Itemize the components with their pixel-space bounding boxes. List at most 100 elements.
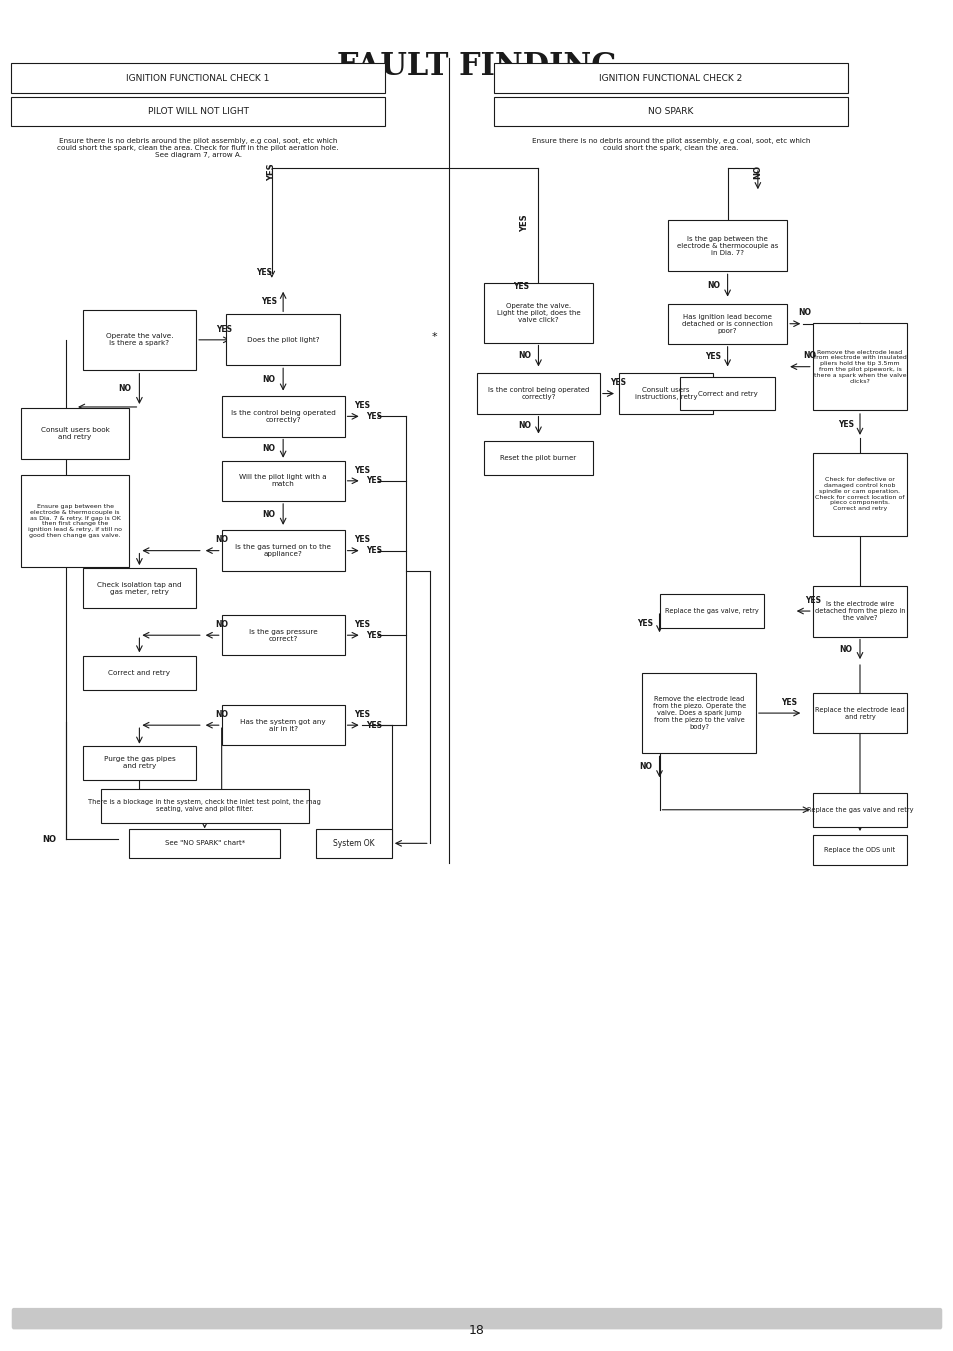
Text: Is the gas pressure
correct?: Is the gas pressure correct?	[249, 628, 317, 642]
Text: Is the gap between the
electrode & thermocouple as
in Dia. 7?: Is the gap between the electrode & therm…	[677, 236, 778, 255]
Text: Replace the electrode lead
and retry: Replace the electrode lead and retry	[814, 707, 904, 720]
Text: NO: NO	[839, 644, 851, 654]
Text: Correct and retry: Correct and retry	[697, 390, 757, 397]
Text: Is the control being operated
correctly?: Is the control being operated correctly?	[487, 386, 589, 400]
Bar	[221, 396, 344, 436]
Text: Ensure there is no debris around the pilot assembly, e.g coal, soot, etc which
c: Ensure there is no debris around the pil…	[57, 138, 338, 158]
Text: NO: NO	[262, 376, 275, 384]
Text: Purge the gas pipes
and retry: Purge the gas pipes and retry	[104, 757, 175, 769]
Bar	[812, 693, 906, 734]
Text: *: *	[431, 332, 436, 342]
Bar	[83, 309, 196, 370]
Bar	[641, 673, 755, 754]
Bar	[812, 585, 906, 636]
Text: Correct and retry: Correct and retry	[109, 670, 171, 676]
Text: NO: NO	[262, 444, 275, 453]
Bar	[129, 828, 280, 858]
Text: NO: NO	[215, 535, 228, 544]
Text: Operate the valve.
Is there a spark?: Operate the valve. Is there a spark?	[106, 334, 172, 346]
Text: Consult users book
and retry: Consult users book and retry	[41, 427, 110, 440]
Text: NO: NO	[215, 709, 228, 719]
Text: YES: YES	[366, 477, 382, 485]
Text: Replace the gas valve and retry: Replace the gas valve and retry	[806, 807, 912, 813]
Text: NO: NO	[517, 351, 530, 361]
Text: YES: YES	[261, 297, 276, 307]
Text: YES: YES	[609, 378, 625, 388]
Bar	[679, 377, 774, 411]
Text: Remove the electrode lead
from electrode with insulated
pliers hold the tip 3.5m: Remove the electrode lead from electrode…	[813, 350, 905, 384]
Bar	[483, 282, 592, 343]
Bar	[812, 793, 906, 827]
Text: Is the electrode wire
detached from the piezo in
the valve?: Is the electrode wire detached from the …	[814, 601, 904, 621]
Text: NO: NO	[215, 620, 228, 630]
Text: YES: YES	[804, 596, 820, 605]
Bar	[83, 746, 196, 780]
Text: FAULT FINDING: FAULT FINDING	[336, 51, 617, 82]
Text: YES: YES	[837, 420, 853, 428]
Text: Is the gas turned on to the
appliance?: Is the gas turned on to the appliance?	[234, 544, 331, 557]
Text: YES: YES	[366, 720, 382, 730]
Text: Consult users
instructions, retry: Consult users instructions, retry	[634, 386, 697, 400]
Bar	[493, 63, 847, 93]
Text: Is the control being operated
correctly?: Is the control being operated correctly?	[231, 409, 335, 423]
Bar	[659, 594, 762, 628]
Bar	[221, 705, 344, 746]
Text: YES: YES	[355, 466, 370, 474]
Text: 18: 18	[469, 1324, 484, 1337]
Text: YES: YES	[366, 631, 382, 640]
Text: YES: YES	[637, 619, 653, 628]
Bar	[812, 323, 906, 411]
Bar	[21, 476, 130, 566]
Text: NO: NO	[118, 384, 132, 393]
Bar	[21, 408, 130, 459]
Bar	[226, 315, 339, 365]
Bar	[618, 373, 713, 413]
Bar	[476, 373, 599, 413]
Text: Remove the electrode lead
from the piezo. Operate the
valve. Does a spark jump
f: Remove the electrode lead from the piezo…	[652, 696, 745, 730]
Text: IGNITION FUNCTIONAL CHECK 2: IGNITION FUNCTIONAL CHECK 2	[598, 73, 741, 82]
Text: NO: NO	[43, 835, 56, 844]
Text: Does the pilot light?: Does the pilot light?	[247, 336, 319, 343]
Bar	[221, 531, 344, 570]
Bar	[493, 97, 847, 127]
Bar	[221, 461, 344, 501]
Text: Has the system got any
air in it?: Has the system got any air in it?	[240, 719, 326, 732]
Bar	[812, 453, 906, 536]
Text: PILOT WILL NOT LIGHT: PILOT WILL NOT LIGHT	[148, 107, 249, 116]
Bar	[221, 615, 344, 655]
Text: Reset the pilot burner: Reset the pilot burner	[500, 455, 576, 461]
Text: Ensure there is no debris around the pilot assembly, e.g coal, soot, etc which
c: Ensure there is no debris around the pil…	[531, 138, 809, 151]
Bar	[668, 220, 786, 272]
Text: YES: YES	[355, 709, 370, 719]
Bar	[668, 304, 786, 345]
Text: NO: NO	[706, 281, 720, 290]
Text: YES: YES	[355, 401, 370, 411]
Bar	[100, 789, 309, 823]
FancyBboxPatch shape	[11, 1308, 942, 1329]
Text: System OK: System OK	[333, 839, 375, 848]
Bar	[812, 835, 906, 865]
Text: There is a blockage in the system, check the inlet test point, the mag
seating, : There is a blockage in the system, check…	[88, 800, 321, 812]
Text: Will the pilot light with a
match: Will the pilot light with a match	[239, 474, 327, 488]
Bar	[83, 567, 196, 608]
Text: YES: YES	[366, 546, 382, 555]
Bar	[11, 63, 384, 93]
Text: Operate the valve.
Light the pilot, does the
valve click?: Operate the valve. Light the pilot, does…	[497, 303, 579, 323]
Text: YES: YES	[215, 324, 232, 334]
Text: NO: NO	[262, 509, 275, 519]
Text: YES: YES	[513, 281, 529, 290]
Text: YES: YES	[366, 412, 382, 422]
Text: YES: YES	[355, 620, 370, 630]
Text: Replace the gas valve, retry: Replace the gas valve, retry	[664, 608, 758, 615]
Text: YES: YES	[355, 535, 370, 544]
Text: NO SPARK: NO SPARK	[647, 107, 693, 116]
Text: NO: NO	[798, 308, 810, 317]
Text: Has ignition lead become
detached or is connection
poor?: Has ignition lead become detached or is …	[681, 313, 772, 334]
Text: YES: YES	[781, 698, 797, 707]
Text: Replace the ODS unit: Replace the ODS unit	[823, 847, 895, 852]
Text: NO: NO	[639, 762, 651, 771]
Text: IGNITION FUNCTIONAL CHECK 1: IGNITION FUNCTIONAL CHECK 1	[126, 73, 270, 82]
Text: YES: YES	[255, 269, 272, 277]
Text: See "NO SPARK" chart*: See "NO SPARK" chart*	[165, 840, 245, 846]
Text: NO: NO	[802, 351, 815, 361]
